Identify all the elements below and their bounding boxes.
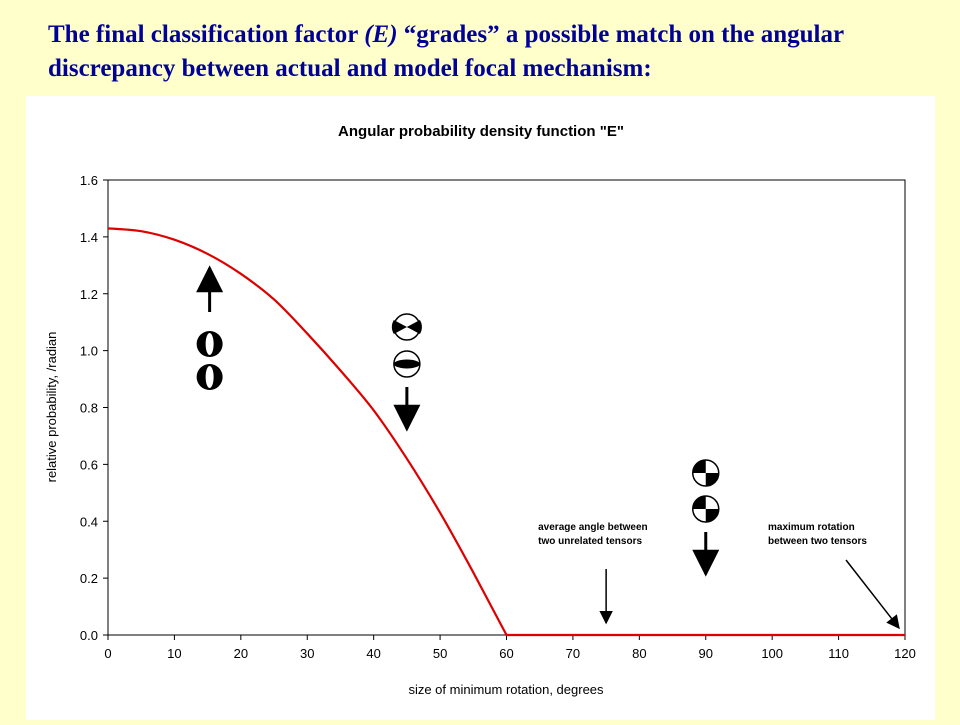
y-tick-label: 1.0 (80, 344, 98, 359)
x-tick-label: 30 (300, 646, 314, 661)
x-tick-label: 70 (566, 646, 580, 661)
x-tick-label: 90 (699, 646, 713, 661)
x-tick-label: 20 (234, 646, 248, 661)
y-axis: 0.0 0.2 0.4 0.6 0.8 1.0 1.2 1.4 1.6 (80, 173, 108, 643)
x-axis: 0 10 20 30 40 50 60 70 80 90 100 110 120 (104, 635, 916, 661)
vertical-lens-beachball-icon (196, 364, 223, 390)
slide-title: The final classification factor (E) “gra… (48, 21, 844, 82)
quadrant-beachball-icon (692, 495, 720, 523)
chart-panel: Angular probability density function "E"… (26, 96, 935, 720)
x-tick-label: 110 (828, 646, 849, 661)
annotation-maximum-rotation: maximum rotation between two tensors (768, 522, 867, 547)
vertical-lens-beachball-icon (196, 331, 223, 357)
horizontal-lens-beachball-icon (393, 350, 421, 378)
chart-title: Angular probability density function "E" (338, 123, 624, 140)
y-tick-label: 0.2 (80, 571, 98, 586)
y-tick-label: 0.0 (80, 628, 98, 643)
x-tick-label: 0 (104, 646, 111, 661)
x-tick-label: 40 (366, 646, 380, 661)
line-chart: Angular probability density function "E"… (44, 123, 916, 697)
quadrant-beachball-icon (692, 459, 720, 487)
title-emphasis: (E) (364, 21, 398, 48)
bowtie-beachball-icon (391, 313, 422, 341)
y-tick-label: 1.2 (80, 287, 98, 302)
x-tick-label: 120 (894, 646, 916, 661)
probability-curve (107, 227, 905, 637)
y-axis-label: relative probability, /radian (44, 332, 59, 483)
y-tick-label: 0.8 (80, 401, 98, 416)
plot-area (107, 179, 906, 636)
y-tick-label: 0.4 (80, 514, 98, 529)
annotation-arrow (845, 559, 900, 630)
annotations: average angle between two unrelated tenso… (538, 522, 900, 630)
y-tick-label: 1.6 (80, 173, 98, 188)
annotation-average-angle: average angle between two unrelated tenso… (538, 522, 648, 547)
focal-mechanism-icons (196, 265, 720, 577)
x-tick-label: 10 (167, 646, 181, 661)
x-tick-label: 100 (761, 646, 783, 661)
x-tick-label: 50 (433, 646, 447, 661)
y-tick-label: 1.4 (80, 230, 98, 245)
x-tick-label: 60 (499, 646, 513, 661)
y-tick-label: 0.6 (80, 457, 98, 472)
x-axis-label: size of minimum rotation, degrees (408, 682, 604, 697)
x-tick-label: 80 (632, 646, 646, 661)
